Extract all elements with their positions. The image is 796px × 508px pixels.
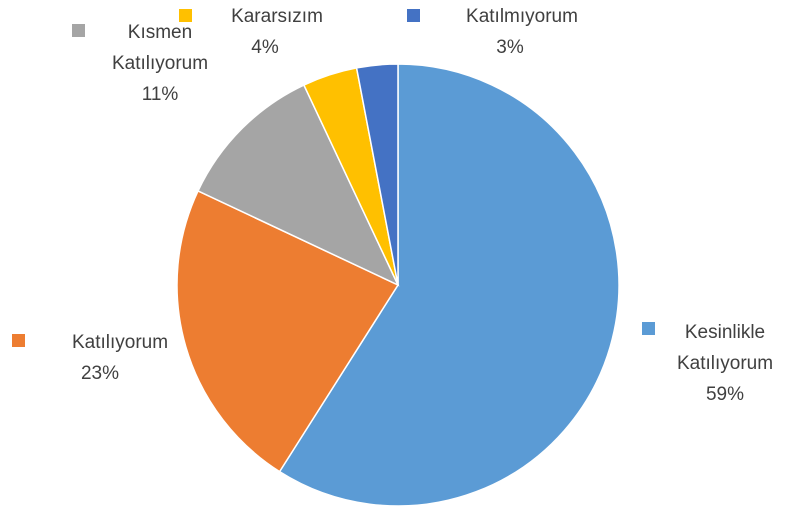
legend-swatch [179, 9, 192, 22]
slice-label: Katılıyorum [72, 332, 168, 353]
slice-value-label: 59% [706, 384, 744, 405]
pie-slice [197, 84, 400, 287]
slice-value-label: 4% [251, 37, 279, 58]
legend-swatch [407, 9, 420, 22]
slice-label: Kısmen Katılıyorum [112, 22, 208, 74]
pie-slice [278, 63, 620, 507]
slice-label: Kararsızım [231, 6, 323, 27]
pie-slice [176, 189, 400, 473]
pie-slice [355, 63, 399, 286]
slice-value-label: 3% [496, 37, 524, 58]
legend-swatch [642, 322, 655, 335]
legend-swatch [72, 24, 85, 37]
slice-value-label: 11% [142, 84, 179, 105]
slice-value-label: 23% [81, 363, 119, 384]
slice-label: Katılmıyorum [466, 6, 578, 27]
slice-label: Kesinlikle Katılıyorum [677, 322, 773, 374]
legend-swatch [12, 334, 25, 347]
